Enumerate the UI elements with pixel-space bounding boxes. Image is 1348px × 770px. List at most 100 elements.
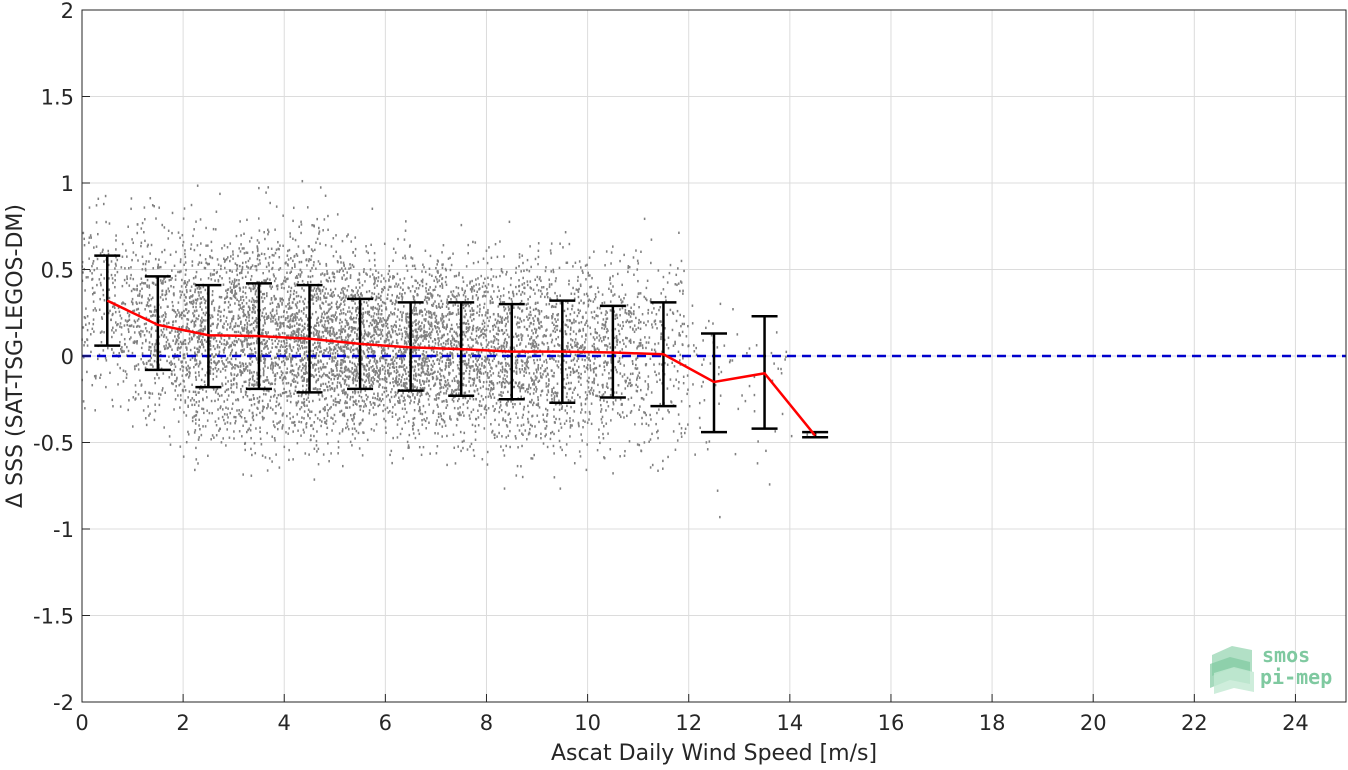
scatter-point xyxy=(181,233,184,237)
scatter-point xyxy=(278,248,280,251)
scatter-point xyxy=(206,409,208,412)
scatter-point xyxy=(164,311,166,314)
scatter-point xyxy=(341,430,344,433)
scatter-point xyxy=(423,360,425,364)
scatter-point xyxy=(344,391,347,394)
scatter-point xyxy=(279,244,281,247)
scatter-point xyxy=(158,206,161,209)
scatter-point xyxy=(404,336,407,339)
scatter-point xyxy=(367,395,369,399)
scatter-point xyxy=(271,460,273,463)
scatter-point xyxy=(379,369,381,372)
scatter-point xyxy=(283,324,285,328)
scatter-point xyxy=(199,324,202,327)
scatter-point xyxy=(183,385,186,388)
scatter-point xyxy=(160,333,163,337)
scatter-point xyxy=(317,316,319,320)
scatter-point xyxy=(405,332,407,336)
scatter-point xyxy=(138,294,141,297)
scatter-point xyxy=(106,346,109,350)
scatter-point xyxy=(158,335,161,339)
scatter-point xyxy=(219,331,221,335)
scatter-point xyxy=(326,326,329,330)
scatter-point xyxy=(177,301,180,304)
scatter-point xyxy=(378,383,381,386)
scatter-point xyxy=(311,356,314,359)
scatter-point xyxy=(148,414,150,417)
scatter-point xyxy=(332,369,335,372)
scatter-point xyxy=(195,458,198,461)
scatter-point xyxy=(162,298,164,301)
scatter-point xyxy=(390,335,393,339)
scatter-point xyxy=(337,446,340,449)
scatter-point xyxy=(332,349,335,352)
scatter-point xyxy=(146,278,149,282)
scatter-point xyxy=(275,248,278,251)
scatter-point xyxy=(455,392,458,395)
scatter-point xyxy=(240,341,243,344)
scatter-point xyxy=(364,389,367,392)
scatter-point xyxy=(250,330,253,333)
scatter-point xyxy=(436,377,439,380)
scatter-point xyxy=(340,409,343,413)
scatter-point xyxy=(175,340,178,344)
scatter-point xyxy=(194,298,197,302)
scatter-point xyxy=(236,273,239,277)
scatter-point xyxy=(480,342,482,345)
scatter-point xyxy=(177,270,179,274)
scatter-point xyxy=(346,369,348,372)
scatter-point xyxy=(205,340,208,343)
scatter-point xyxy=(141,287,143,290)
scatter-point xyxy=(408,446,410,449)
scatter-point xyxy=(182,240,185,244)
scatter-point xyxy=(441,322,444,325)
scatter-point xyxy=(190,285,193,288)
scatter-point xyxy=(418,432,421,436)
scatter-point xyxy=(362,321,364,324)
scatter-point xyxy=(199,319,202,322)
scatter-point xyxy=(102,288,104,292)
scatter-point xyxy=(312,343,314,346)
scatter-point xyxy=(331,326,333,329)
scatter-point xyxy=(279,345,282,349)
scatter-point xyxy=(324,273,326,276)
scatter-point xyxy=(452,369,454,372)
scatter-point xyxy=(334,347,337,350)
scatter-point xyxy=(296,306,298,309)
scatter-point xyxy=(135,325,138,328)
scatter-point xyxy=(425,351,428,354)
scatter-point xyxy=(299,323,301,326)
scatter-point xyxy=(102,293,105,297)
scatter-point xyxy=(140,397,142,400)
scatter-point xyxy=(454,340,457,343)
scatter-point xyxy=(282,424,284,427)
scatter-point xyxy=(198,337,201,341)
scatter-point xyxy=(317,336,319,339)
scatter-point xyxy=(180,293,182,297)
scatter-point xyxy=(328,357,331,360)
scatter-point xyxy=(250,289,252,293)
scatter-point xyxy=(154,314,156,317)
scatter-point xyxy=(316,329,319,333)
scatter-point xyxy=(381,356,383,359)
scatter-point xyxy=(399,348,402,352)
scatter-point xyxy=(377,302,379,306)
scatter-point xyxy=(286,395,288,398)
scatter-point xyxy=(149,359,151,362)
scatter-point xyxy=(357,327,360,330)
scatter-point xyxy=(201,352,203,356)
scatter-point xyxy=(294,385,297,389)
scatter-point xyxy=(277,332,280,335)
scatter-point xyxy=(95,309,97,312)
scatter-point xyxy=(364,280,366,283)
scatter-point xyxy=(422,353,425,356)
scatter-point xyxy=(324,320,327,323)
scatter-point xyxy=(301,341,304,344)
scatter-point xyxy=(243,380,246,384)
scatter-point xyxy=(403,378,406,381)
scatter-point xyxy=(304,452,307,455)
scatter-point xyxy=(415,287,418,290)
scatter-point xyxy=(189,366,191,370)
scatter-point xyxy=(433,325,436,328)
scatter-point xyxy=(302,328,304,332)
